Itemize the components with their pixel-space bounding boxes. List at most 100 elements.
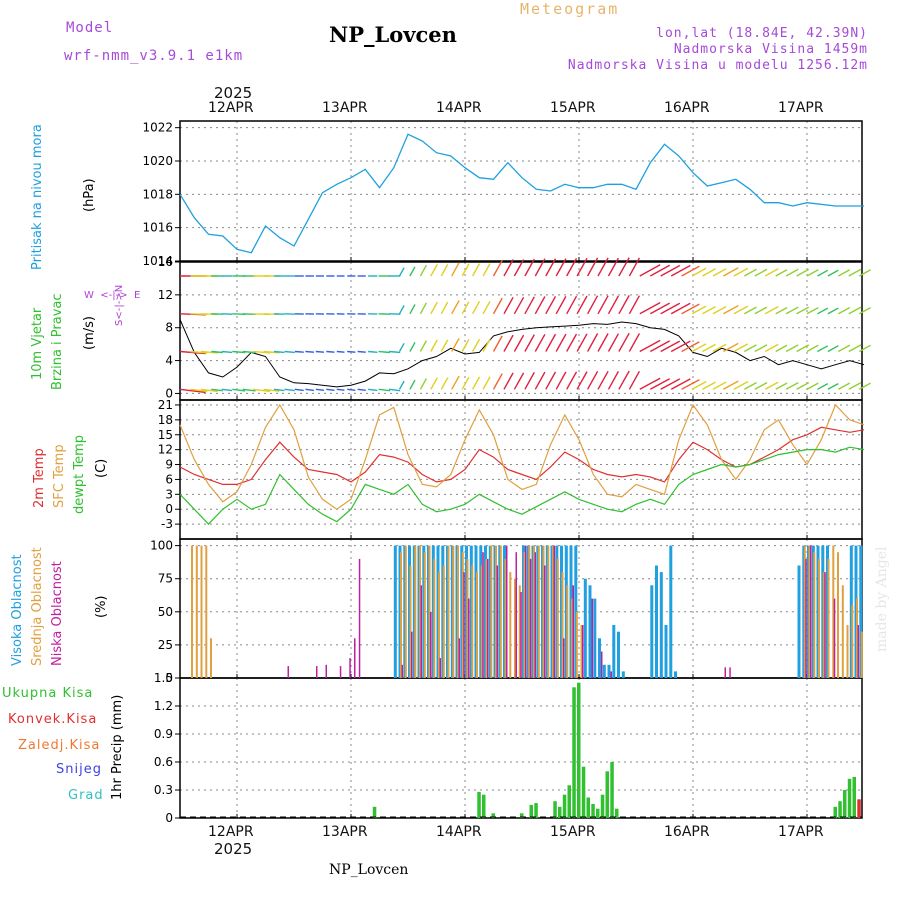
wind-arrow (200, 350, 218, 354)
cloud-bar-mid (803, 545, 806, 678)
wind-arrow (221, 350, 233, 354)
cloud-bar-mid (575, 611, 578, 678)
precip-bar-total (852, 776, 856, 818)
wind-arrow (576, 257, 588, 277)
wind-arrow (294, 350, 304, 353)
bottom-year-label: 2025 (214, 840, 253, 858)
lonlat-label: lon,lat (18.84E, 42.39N) (656, 26, 868, 41)
wind-arrow (492, 335, 503, 352)
wind-arrow (597, 370, 609, 390)
wind-arrow (419, 264, 428, 277)
wind-arrow (273, 388, 285, 392)
wind-arrow (409, 266, 416, 277)
wind-arrow (378, 350, 391, 354)
wind-arrow (409, 379, 416, 390)
cloud-bar-high (655, 565, 658, 678)
cloud-bar-mid (466, 558, 469, 678)
cloud-bar-high (598, 638, 601, 678)
precip-ytick-label: 0 (165, 811, 173, 825)
cloud-bar-low (572, 585, 574, 678)
cloud-bar-low (287, 666, 289, 678)
temp-ytick-label: -3 (161, 517, 173, 531)
wind-arrow (492, 297, 503, 315)
precip-bar-conv (857, 799, 861, 818)
wind-arrow (733, 305, 749, 315)
wind-arrow (858, 306, 871, 315)
wind-arrow (524, 258, 535, 277)
wind-arrow (451, 300, 460, 315)
wind-arrow (357, 350, 366, 353)
cloud-ytick-label: 100 (150, 539, 173, 553)
precip-bar-total (591, 804, 595, 818)
cloud-bar-mid (822, 572, 825, 678)
wind-ytick-label: 16 (158, 255, 173, 269)
cloud-bar-low (420, 585, 422, 678)
cloud-bar-mid (504, 558, 507, 678)
cloud-bar-low (810, 545, 812, 678)
wind-arrow (806, 344, 819, 353)
wind-arrow (618, 257, 630, 277)
wind-arrow (336, 350, 345, 353)
cloud-bar-high (669, 545, 673, 678)
wind-arrow (398, 380, 405, 390)
wind-arrow (388, 350, 401, 354)
cloud-bar-mid (556, 558, 559, 678)
wind-arrow (409, 341, 416, 352)
wind-arrow (315, 388, 325, 391)
wind-arrow (796, 381, 810, 390)
precip-bar-total (581, 766, 586, 818)
wind-arrow (419, 302, 428, 315)
cloud-bar-high (650, 585, 654, 678)
cloud-bar-mid (846, 625, 849, 678)
wind-arrow (785, 268, 799, 277)
model-name: wrf-nmm_v3.9.1 e1km (64, 48, 244, 64)
altitude-label: Nadmorska Visina 1459m (673, 42, 868, 57)
wind-arrow (660, 378, 681, 390)
cloud-bar-mid (552, 545, 554, 678)
cloud-bar-mid (514, 578, 516, 678)
wind-arrow (764, 381, 779, 390)
cloud-bar-mid (813, 552, 816, 678)
wind-arrow (461, 263, 470, 277)
precip-bar-total (833, 806, 837, 818)
wind-arrow (649, 340, 671, 353)
wind-arrow (440, 377, 449, 390)
wind-arrow (681, 303, 700, 315)
bottom-date-13apr: 13APR (322, 824, 368, 840)
wind-arrow (796, 306, 810, 315)
cloud-bar-mid (404, 545, 407, 678)
cloud-bar-mid (461, 552, 464, 678)
cloud-bar-mid (476, 572, 478, 678)
cloud-bar-low (582, 625, 584, 678)
cloud-bar-mid (452, 545, 455, 678)
cloud-bar-low (496, 565, 498, 678)
precip-bar-total (562, 794, 567, 818)
wind-arrow (471, 376, 481, 390)
temp-ytick-label: 15 (158, 428, 173, 442)
cloud-bar-mid (547, 545, 550, 678)
wind-arrow (190, 388, 208, 393)
wind-arrow (743, 344, 757, 353)
wind-arrow (534, 333, 546, 352)
wind-arrow (723, 304, 739, 315)
wind-arrow (775, 306, 788, 315)
wind-frame (179, 261, 863, 401)
cloud-bar-high (602, 664, 606, 678)
wind-arrow (607, 371, 620, 390)
wind-arrow (430, 377, 438, 390)
wind-arrow (461, 301, 470, 315)
cloud-bar-mid (191, 545, 193, 678)
cloud-ytick-label: 25 (158, 638, 173, 652)
cloud-bar-mid (400, 552, 402, 678)
bottom-date-16apr: 16APR (664, 824, 710, 840)
wind-arrow (586, 257, 599, 277)
cloud-bar-low (553, 545, 555, 678)
cloud-bar-mid (414, 545, 417, 678)
cloud-bar-low (544, 565, 546, 678)
wind-arrow (503, 372, 514, 390)
wind-arrow (326, 388, 335, 391)
precip-bar-total (558, 806, 562, 818)
wind-arrow (430, 264, 438, 277)
cloud-bar-low (401, 664, 403, 678)
cloud-bar-low (520, 592, 522, 678)
